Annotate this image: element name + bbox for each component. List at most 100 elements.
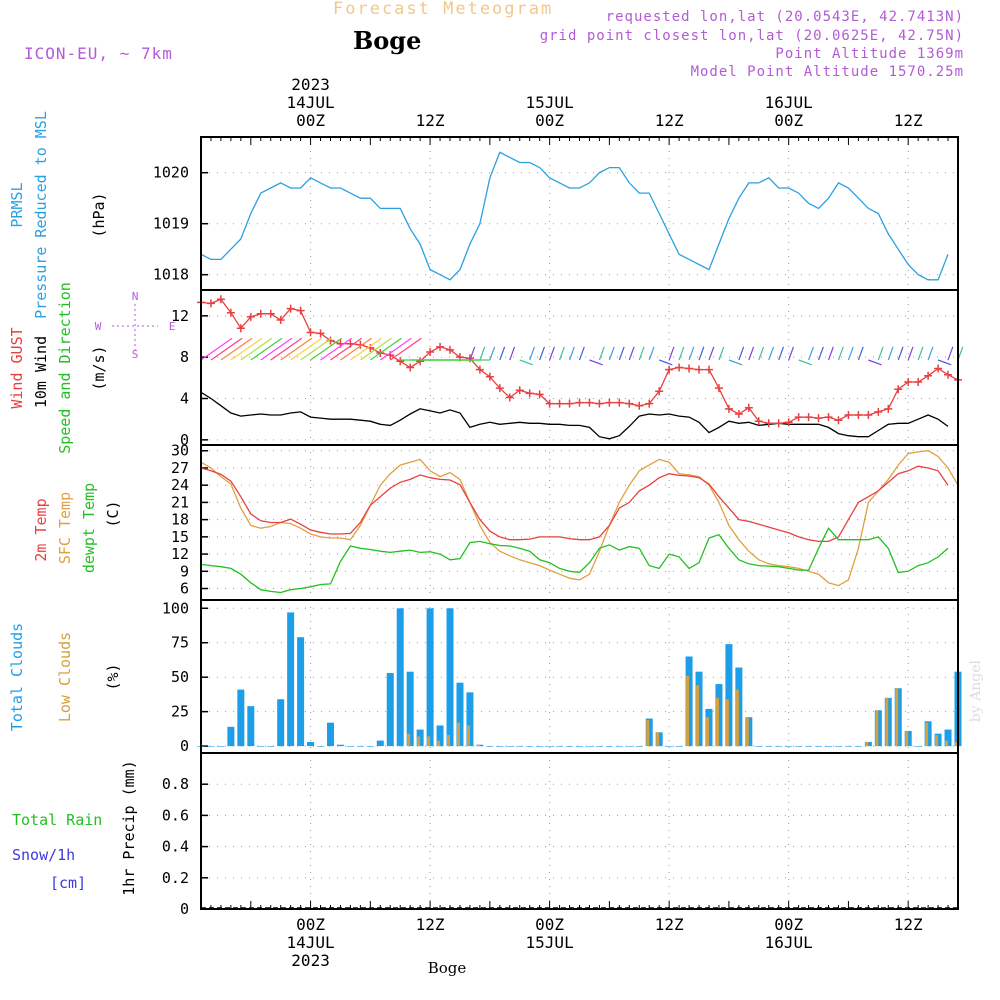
y-tick-label: 27 <box>171 459 189 477</box>
panel-frame <box>200 599 959 754</box>
wind-direction-arrow <box>718 346 725 361</box>
gust-marker <box>934 364 943 373</box>
low-cloud-bar <box>656 732 660 747</box>
total-cloud-bar <box>366 746 374 747</box>
dewpoint-line <box>200 527 949 594</box>
low-cloud-bar <box>955 741 958 747</box>
y-tick-label: 6 <box>180 580 189 598</box>
total-cloud-bar <box>805 746 813 747</box>
clouds-unit: (%) <box>104 663 122 690</box>
total-cloud-bar <box>247 706 255 747</box>
gust-marker <box>276 315 285 324</box>
y-tick-label: 0 <box>180 431 189 449</box>
wind-direction-arrow <box>340 337 372 361</box>
y-tick-label: 1018 <box>153 266 189 284</box>
wind-direction-arrow <box>808 346 814 361</box>
y-tick-label: 0.6 <box>162 806 189 824</box>
time-label-bottom: 12Z <box>416 915 445 934</box>
gridpoint-coords: grid point closest lon,lat (20.0625E, 42… <box>539 28 964 44</box>
gust-marker <box>714 384 723 393</box>
total-cloud-bar <box>516 746 524 747</box>
gust-marker <box>665 365 674 374</box>
time-label-bottom: 00Z <box>535 915 564 934</box>
gust-marker <box>814 414 823 423</box>
gust-marker <box>465 354 474 363</box>
low-cloud-bar <box>715 697 719 747</box>
total-cloud-bar <box>675 746 683 747</box>
time-label-bottom: 16JUL <box>765 933 813 952</box>
low-cloud-bar <box>466 725 470 747</box>
total-cloud-bar <box>725 644 733 747</box>
panel-frame <box>200 136 959 291</box>
gust-marker <box>645 399 654 408</box>
snow-unit: [cm] <box>50 874 86 892</box>
y-tick-label: 0.8 <box>162 775 189 793</box>
total-cloud-bar <box>834 746 842 747</box>
gust-marker <box>216 295 225 304</box>
total-cloud-bar <box>277 699 285 747</box>
wind-direction-arrow <box>469 346 476 361</box>
gust-marker <box>575 398 584 407</box>
time-label-bottom: 00Z <box>296 915 325 934</box>
low-cloud-bar <box>437 740 441 747</box>
wind-direction-arrow <box>788 346 795 361</box>
wind-direction-arrow <box>817 346 824 361</box>
low-cloud-bar <box>875 710 879 747</box>
total-cloud-bar <box>585 746 593 747</box>
gust-marker <box>236 324 245 333</box>
gust-marker <box>256 309 265 318</box>
total-cloud-bar <box>815 746 823 747</box>
direction-label: Speed and Direction <box>56 282 74 454</box>
total-cloud-bar <box>486 746 494 747</box>
total-cloud-bar <box>844 746 852 747</box>
wind-direction-arrow <box>758 346 765 361</box>
gust-marker <box>834 416 843 425</box>
requested-coords: requested lon,lat (20.0543E, 42.7413N) <box>605 9 964 25</box>
gust-marker <box>436 342 445 351</box>
total-cloud-bar <box>566 746 574 747</box>
gust-marker <box>635 401 644 410</box>
low-clouds-label: Low Clouds <box>56 632 74 722</box>
total-cloud-bar <box>536 746 544 747</box>
wind-direction-arrow <box>608 346 615 361</box>
wind-direction-arrow <box>350 337 382 361</box>
low-cloud-bar <box>745 717 749 747</box>
total-cloud-bar <box>466 692 474 747</box>
total-cloud-bar <box>297 637 305 747</box>
y-tick-label: 1019 <box>153 215 189 233</box>
y-tick-label: 12 <box>171 307 189 325</box>
low-cloud-bar <box>686 675 690 747</box>
total-cloud-bar <box>396 608 404 747</box>
gust-marker <box>246 312 255 321</box>
total-cloud-bar <box>307 741 315 747</box>
y-tick-label: 4 <box>180 390 189 408</box>
gust-marker <box>884 404 893 413</box>
low-cloud-bar <box>735 689 739 747</box>
total-cloud-bar <box>944 729 952 747</box>
y-tick-label: 1020 <box>153 164 189 182</box>
low-cloud-bar <box>696 685 700 747</box>
gust-marker <box>894 385 903 394</box>
y-tick-label: 0.2 <box>162 869 189 887</box>
gust-marker <box>774 419 783 428</box>
total-cloud-bar <box>267 746 275 747</box>
wind-direction-arrow <box>230 337 263 361</box>
total-cloud-bar <box>207 746 215 747</box>
wind-direction-arrow <box>937 359 952 366</box>
wind-direction-arrow <box>479 346 486 361</box>
wind-direction-arrow <box>300 337 333 361</box>
gust-marker <box>565 399 574 408</box>
total-cloud-bar <box>257 746 265 747</box>
total-cloud-bar <box>446 608 454 747</box>
total-cloud-bar <box>317 746 325 747</box>
gust-marker <box>306 328 315 337</box>
total-cloud-bar <box>506 746 514 747</box>
y-tick-label: 9 <box>180 562 189 580</box>
total-cloud-bar <box>854 746 862 747</box>
wind-direction-arrow <box>887 346 894 361</box>
wind-direction-arrow <box>509 346 516 361</box>
compass-north: N <box>132 290 139 303</box>
gust-marker <box>625 399 634 408</box>
y-tick-label: 0 <box>180 900 189 918</box>
wind-direction-arrow <box>847 346 854 361</box>
